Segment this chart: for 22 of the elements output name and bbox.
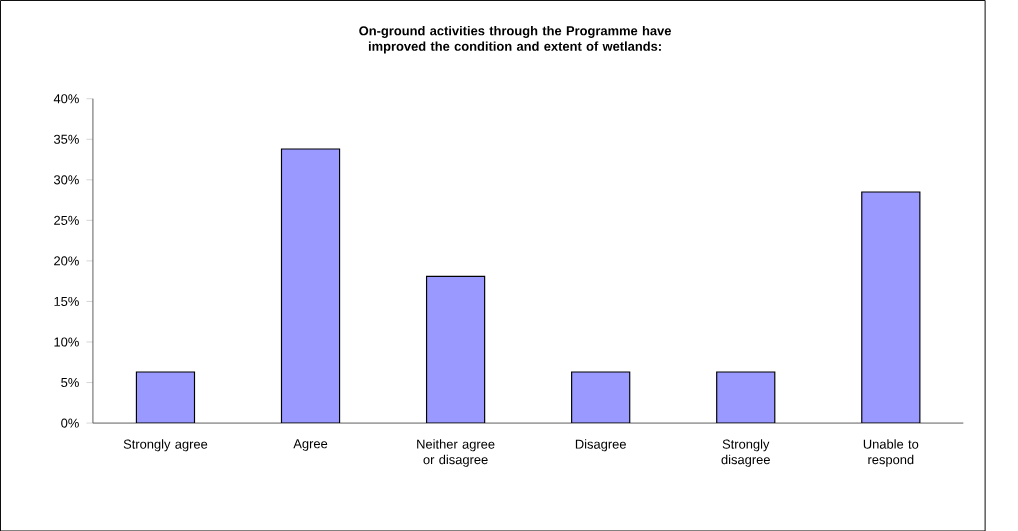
y-tick-label: 40% bbox=[53, 93, 79, 104]
y-tick-label: 35% bbox=[53, 134, 79, 144]
y-tick-label: 0% bbox=[61, 418, 79, 428]
bar bbox=[716, 371, 776, 423]
bar bbox=[280, 148, 341, 423]
y-tick-label: 5% bbox=[61, 377, 79, 387]
y-tick-label: 15% bbox=[54, 296, 79, 306]
x-tick-label: Neither agree or disagree bbox=[417, 439, 495, 467]
x-tick-label: Agree bbox=[293, 439, 328, 451]
x-tick-label: Strongly agree bbox=[123, 439, 208, 452]
bar bbox=[135, 371, 196, 423]
y-tick-label: 30% bbox=[53, 175, 79, 185]
y-tick-label: 10% bbox=[54, 337, 79, 347]
x-tick-label: Strongly disagree bbox=[721, 439, 770, 467]
bar bbox=[571, 371, 631, 423]
y-tick-label: 25% bbox=[54, 215, 79, 225]
bar bbox=[861, 191, 921, 423]
x-tick-label: Disagree bbox=[575, 439, 626, 452]
bar bbox=[425, 275, 486, 423]
chart-title: On-ground activities through the Programme have improved the condition and extent of wetlands: bbox=[359, 25, 671, 54]
y-tick-label: 20% bbox=[54, 256, 79, 266]
x-tick-label: Unable to respond bbox=[863, 439, 919, 467]
